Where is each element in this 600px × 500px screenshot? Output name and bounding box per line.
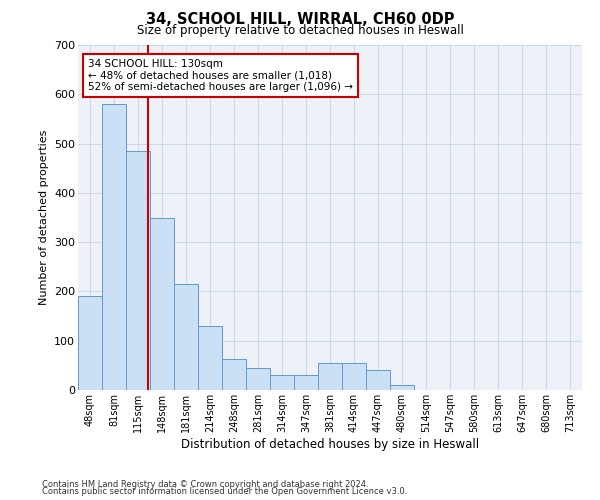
Bar <box>78 296 102 390</box>
Bar <box>366 370 390 390</box>
Bar <box>222 360 246 390</box>
Bar <box>294 375 318 390</box>
Bar <box>318 363 342 390</box>
Text: 34, SCHOOL HILL, WIRRAL, CH60 0DP: 34, SCHOOL HILL, WIRRAL, CH60 0DP <box>146 12 454 28</box>
Text: Size of property relative to detached houses in Heswall: Size of property relative to detached ho… <box>137 24 463 37</box>
Bar <box>102 104 126 390</box>
Bar <box>174 284 198 390</box>
Bar <box>198 326 222 390</box>
Bar <box>126 151 150 390</box>
Bar <box>150 218 174 390</box>
Bar <box>246 368 270 390</box>
Text: Contains HM Land Registry data © Crown copyright and database right 2024.: Contains HM Land Registry data © Crown c… <box>42 480 368 489</box>
Bar <box>342 363 366 390</box>
Text: Contains public sector information licensed under the Open Government Licence v3: Contains public sector information licen… <box>42 487 407 496</box>
Bar <box>270 375 294 390</box>
Y-axis label: Number of detached properties: Number of detached properties <box>38 130 49 305</box>
X-axis label: Distribution of detached houses by size in Heswall: Distribution of detached houses by size … <box>181 438 479 450</box>
Bar <box>390 385 414 390</box>
Text: 34 SCHOOL HILL: 130sqm
← 48% of detached houses are smaller (1,018)
52% of semi-: 34 SCHOOL HILL: 130sqm ← 48% of detached… <box>88 59 353 92</box>
